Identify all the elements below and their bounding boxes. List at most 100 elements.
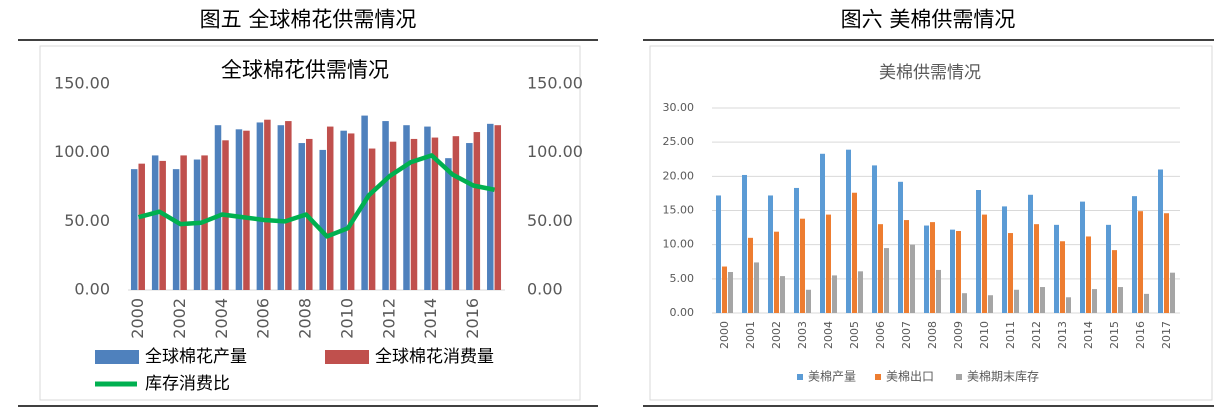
bar	[326, 126, 334, 290]
bar	[1086, 236, 1091, 313]
y-tick-label: 100.00	[54, 142, 110, 161]
bar	[872, 165, 877, 313]
bar	[452, 136, 460, 290]
bar	[1132, 196, 1137, 313]
bar	[130, 169, 138, 290]
x-tick-label: 2017	[1160, 321, 1173, 349]
figure-caption: 图六 美棉供需情况	[841, 8, 1016, 32]
bar	[780, 276, 785, 313]
bar	[403, 125, 410, 290]
x-tick-label: 2015	[1108, 321, 1121, 349]
bar	[878, 224, 883, 313]
bar	[1164, 213, 1169, 313]
bar	[904, 220, 909, 313]
x-tick-label: 2008	[926, 321, 939, 349]
x-tick-label: 2014	[421, 298, 440, 339]
chart-title: 全球棉花供需情况	[221, 58, 389, 82]
bar	[910, 244, 915, 313]
bar	[277, 125, 285, 290]
x-tick-label: 2016	[1134, 321, 1147, 349]
bar	[988, 295, 993, 313]
legend-marker	[875, 374, 881, 380]
y-tick-label: 30.00	[663, 101, 695, 114]
legend-label: 库存消费比	[145, 374, 230, 394]
x-tick-label: 2012	[1030, 321, 1043, 349]
y-tick-label: 15.00	[663, 204, 695, 217]
x-tick-label: 2013	[1056, 321, 1069, 349]
x-tick-label: 2010	[337, 298, 356, 339]
bar	[159, 160, 166, 290]
bar	[243, 130, 250, 290]
bar	[858, 271, 863, 313]
chart-border	[39, 45, 581, 401]
x-tick-label: 2003	[796, 321, 809, 349]
bar	[846, 149, 851, 313]
bar	[424, 126, 431, 290]
bar	[1158, 169, 1163, 313]
bar	[884, 248, 889, 313]
y-tick-label: 0.00	[74, 280, 110, 299]
bar	[473, 132, 481, 290]
bar	[768, 195, 773, 313]
legend-marker	[956, 374, 962, 380]
bar	[494, 125, 502, 290]
x-tick-label: 2000	[718, 321, 731, 349]
bar	[1054, 224, 1059, 313]
legend-label: 美棉出口	[886, 370, 934, 384]
bar	[800, 218, 805, 313]
bar	[982, 214, 987, 313]
legend-marker	[95, 350, 139, 364]
y-tick-label: 20.00	[663, 169, 695, 182]
bar	[172, 169, 180, 290]
bar	[151, 155, 159, 290]
x-tick-label: 2016	[463, 298, 482, 339]
bar	[1002, 206, 1007, 313]
x-tick-label: 2002	[770, 321, 783, 349]
bar	[1138, 211, 1143, 313]
bar	[340, 130, 347, 290]
bar	[1066, 297, 1071, 313]
bar	[445, 158, 452, 290]
chart-title: 美棉供需情况	[879, 63, 981, 83]
x-tick-label: 2005	[848, 321, 861, 349]
bar	[347, 133, 355, 290]
bar	[319, 149, 326, 290]
x-tick-label: 2007	[900, 321, 913, 349]
legend-label: 全球棉花消费量	[375, 347, 494, 367]
bar	[722, 266, 727, 313]
bar	[285, 121, 292, 290]
bar	[956, 231, 961, 313]
x-tick-label: 2004	[212, 298, 231, 339]
bar	[1118, 287, 1123, 313]
bar	[431, 137, 439, 290]
y2-tick-label: 100.00	[527, 142, 583, 161]
bar	[487, 123, 494, 291]
bar	[306, 138, 313, 290]
bar	[748, 237, 753, 313]
y2-tick-label: 50.00	[527, 211, 573, 230]
x-tick-label: 2011	[1004, 321, 1017, 349]
bar	[264, 119, 271, 290]
bar	[754, 262, 759, 313]
bar	[832, 275, 837, 313]
x-tick-label: 2002	[170, 298, 189, 339]
bar	[214, 125, 222, 290]
y-tick-label: 150.00	[54, 74, 110, 93]
bar	[930, 222, 935, 313]
x-tick-label: 2006	[874, 321, 887, 349]
x-tick-label: 2000	[128, 298, 147, 339]
x-tick-label: 2004	[822, 321, 835, 349]
bar	[368, 148, 376, 290]
x-tick-label: 2014	[1082, 321, 1095, 349]
bar	[1034, 224, 1039, 313]
bar	[1092, 289, 1097, 313]
bar	[256, 122, 264, 290]
bar	[728, 272, 733, 313]
x-tick-label: 2012	[379, 298, 398, 339]
chart-border	[649, 45, 1213, 401]
bar	[1144, 293, 1149, 313]
x-tick-label: 2009	[952, 321, 965, 349]
bar	[1060, 241, 1065, 313]
bar	[1028, 194, 1033, 313]
